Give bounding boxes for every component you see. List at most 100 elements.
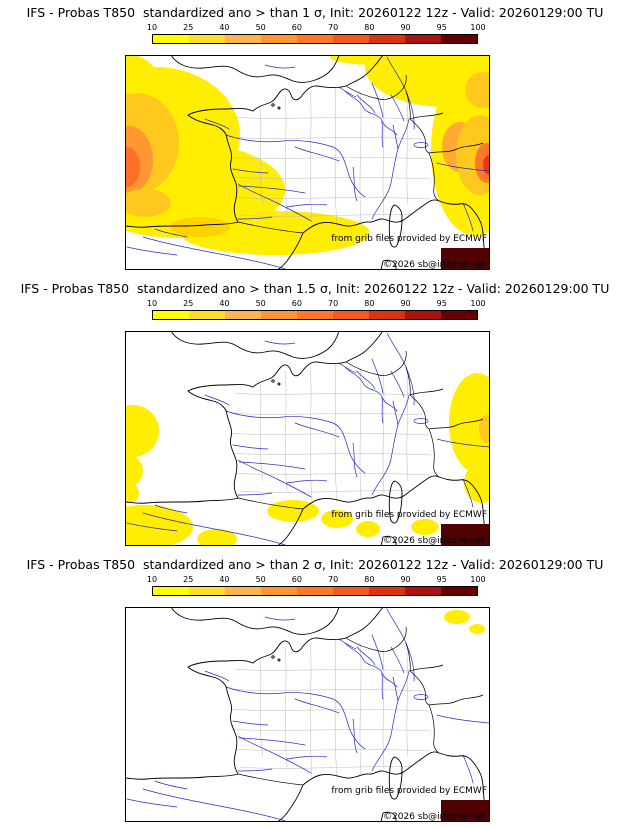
england-coastline — [170, 607, 340, 635]
legend-tick: 100 — [470, 299, 486, 308]
legend-colorbar — [152, 586, 478, 596]
legend-segment — [153, 311, 189, 319]
map-frame — [125, 331, 490, 546]
probability-area — [465, 72, 490, 108]
legend-tick: 90 — [400, 299, 411, 308]
probability-area — [483, 155, 490, 175]
legend-segment — [225, 587, 261, 595]
country-borders — [237, 350, 484, 510]
legend-segment — [189, 311, 225, 319]
probability-area — [479, 415, 490, 443]
probability-area — [356, 521, 380, 537]
map-frame — [125, 55, 490, 270]
probability-area — [321, 510, 353, 528]
continental-coastline — [125, 331, 384, 504]
probability-area — [125, 405, 159, 457]
legend-tick: 40 — [219, 23, 230, 32]
credit-copyright: ©2026 sb@irizone.net — [383, 536, 485, 546]
legend: 10 25 40 50 60 70 80 90 95 100 — [147, 299, 486, 320]
legend-segment — [441, 311, 477, 319]
probability-area — [125, 483, 139, 503]
watermark-box — [441, 248, 490, 270]
probability-area — [444, 610, 470, 624]
lake-geneva — [413, 694, 429, 700]
legend-segment — [153, 35, 189, 43]
med-italy-coastline — [302, 475, 486, 546]
legend-tick: 60 — [291, 575, 302, 584]
legend-segment — [441, 587, 477, 595]
coastlines — [125, 331, 486, 546]
legend-segment — [405, 35, 441, 43]
continental-coastline — [125, 607, 384, 780]
department-boundaries — [228, 638, 432, 780]
legend-tick: 10 — [146, 23, 158, 32]
country-borders — [237, 74, 484, 234]
panel-title: IFS - Probas T850 standardized ano > tha… — [26, 557, 604, 572]
legend-tick: 10 — [146, 575, 158, 584]
legend-tick: 50 — [255, 299, 266, 308]
credit-ecmwf: from grib files provided by ECMWF — [331, 234, 487, 244]
legend-tick: 25 — [183, 23, 194, 32]
credit-ecmwf: from grib files provided by ECMWF — [331, 510, 487, 520]
credit-ecmwf: from grib files provided by ECMWF — [331, 786, 487, 796]
panel-prob-gt-1p5-sigma: IFS - Probas T850 standardized ano > tha… — [0, 276, 630, 552]
legend-segment — [189, 35, 225, 43]
channel-island — [271, 655, 275, 659]
england-coastline — [170, 331, 340, 359]
panel-prob-gt-2-sigma: IFS - Probas T850 standardized ano > tha… — [0, 552, 630, 828]
england-coastline — [170, 55, 340, 83]
probability-area — [125, 189, 171, 217]
legend-segment — [369, 35, 405, 43]
probability-area — [267, 500, 319, 522]
map-background — [125, 607, 490, 822]
legend-tick: 50 — [255, 23, 266, 32]
legend-segment — [369, 587, 405, 595]
probability-map: from grib files provided by ECMWF ©2026 … — [125, 331, 490, 546]
channel-island — [271, 103, 275, 107]
legend-tick: 80 — [364, 575, 375, 584]
legend-segment — [297, 35, 333, 43]
med-italy-coastline — [302, 199, 486, 270]
legend-tick: 25 — [183, 299, 194, 308]
legend-tick: 50 — [255, 575, 266, 584]
legend-segment — [225, 311, 261, 319]
spain-med-coastline — [276, 784, 304, 822]
map: from grib files provided by ECMWF ©2026 … — [125, 55, 490, 270]
credit-copyright: ©2026 sb@irizone.net — [383, 260, 485, 270]
legend-colorbar — [152, 34, 478, 44]
continental-coastline — [125, 55, 384, 228]
probability-map: from grib files provided by ECMWF ©2026 … — [125, 55, 490, 270]
probability-overlays — [125, 55, 490, 255]
legend-tick: 10 — [146, 299, 158, 308]
probability-area — [125, 505, 193, 546]
legend-tick: 70 — [328, 299, 339, 308]
legend-tick: 25 — [183, 575, 194, 584]
panel-title: IFS - Probas T850 standardized ano > tha… — [20, 281, 610, 296]
legend-tick: 70 — [328, 23, 339, 32]
legend-tick: 70 — [328, 575, 339, 584]
corsica-coastline — [388, 204, 403, 248]
panel-prob-gt-1-sigma: IFS - Probas T850 standardized ano > tha… — [0, 0, 630, 276]
legend-segment — [441, 35, 477, 43]
legend-tick-labels: 10 25 40 50 60 70 80 90 95 100 — [147, 23, 486, 33]
probability-area — [170, 217, 230, 237]
probability-area — [125, 455, 143, 487]
legend-tick: 80 — [364, 23, 375, 32]
sardinia-coastline — [380, 535, 397, 546]
legend-tick: 95 — [436, 575, 447, 584]
corsica-coastline — [388, 756, 403, 800]
legend-tick: 90 — [400, 23, 411, 32]
channel-island — [277, 382, 281, 386]
legend-tick-labels: 10 25 40 50 60 70 80 90 95 100 — [147, 299, 486, 309]
legend-segment — [261, 35, 297, 43]
channel-island — [271, 379, 275, 383]
legend-segment — [225, 35, 261, 43]
legend-tick: 100 — [470, 23, 486, 32]
legend-segment — [261, 311, 297, 319]
watermark-box — [441, 524, 490, 546]
legend-segment — [333, 35, 369, 43]
legend-segment — [261, 587, 297, 595]
department-boundaries — [228, 86, 432, 228]
department-boundaries — [228, 362, 432, 504]
legend-colorbar — [152, 310, 478, 320]
